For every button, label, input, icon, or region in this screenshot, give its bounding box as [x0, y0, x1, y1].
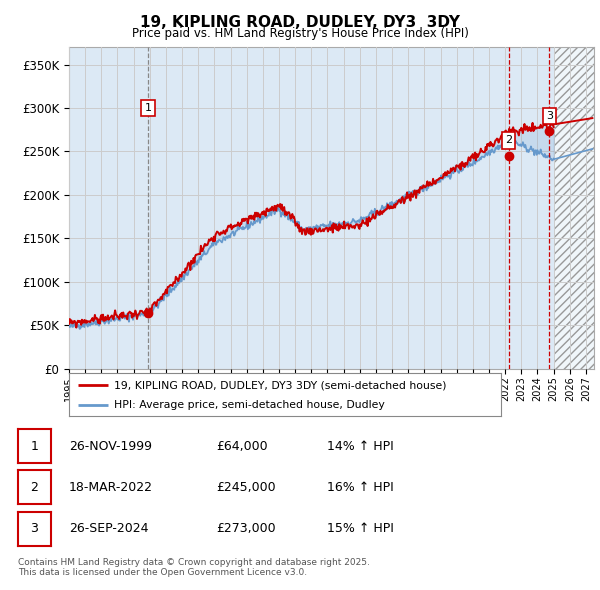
Text: 3: 3 [546, 111, 553, 121]
Text: 26-SEP-2024: 26-SEP-2024 [69, 522, 149, 535]
Text: 16% ↑ HPI: 16% ↑ HPI [327, 481, 394, 494]
Text: HPI: Average price, semi-detached house, Dudley: HPI: Average price, semi-detached house,… [115, 401, 385, 410]
Text: 3: 3 [31, 522, 38, 535]
Text: Contains HM Land Registry data © Crown copyright and database right 2025.
This d: Contains HM Land Registry data © Crown c… [18, 558, 370, 577]
Text: 2: 2 [505, 135, 512, 145]
Text: 1: 1 [145, 103, 152, 113]
Text: 19, KIPLING ROAD, DUDLEY, DY3  3DY: 19, KIPLING ROAD, DUDLEY, DY3 3DY [140, 15, 460, 30]
Text: 2: 2 [31, 481, 38, 494]
Bar [554, 47, 594, 369]
Text: £273,000: £273,000 [216, 522, 275, 535]
Text: Price paid vs. HM Land Registry's House Price Index (HPI): Price paid vs. HM Land Registry's House … [131, 27, 469, 40]
Bar [554, 47, 594, 369]
Text: 1: 1 [31, 440, 38, 453]
Text: £245,000: £245,000 [216, 481, 275, 494]
Text: 26-NOV-1999: 26-NOV-1999 [69, 440, 152, 453]
Text: 18-MAR-2022: 18-MAR-2022 [69, 481, 153, 494]
Text: 14% ↑ HPI: 14% ↑ HPI [327, 440, 394, 453]
Text: 19, KIPLING ROAD, DUDLEY, DY3 3DY (semi-detached house): 19, KIPLING ROAD, DUDLEY, DY3 3DY (semi-… [115, 381, 447, 391]
Text: £64,000: £64,000 [216, 440, 268, 453]
Text: 15% ↑ HPI: 15% ↑ HPI [327, 522, 394, 535]
